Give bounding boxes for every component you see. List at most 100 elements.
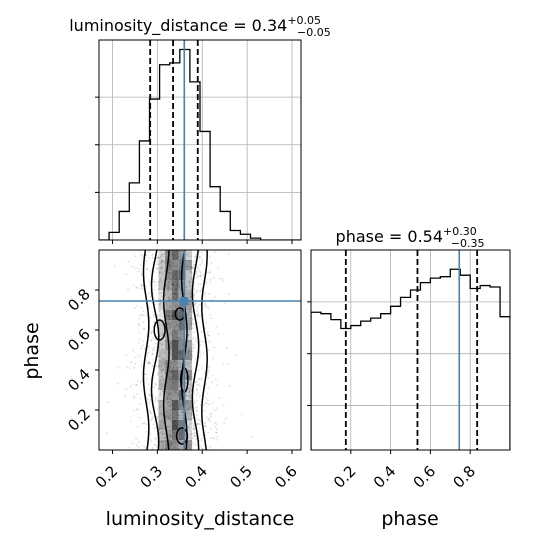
density-point xyxy=(159,303,162,306)
density-point xyxy=(156,408,159,411)
density-point xyxy=(197,274,200,277)
density-xtick-label: 0.2 xyxy=(92,462,122,492)
density-cell xyxy=(171,330,179,340)
density-point xyxy=(147,362,149,364)
density-point xyxy=(155,437,158,440)
density-point xyxy=(175,305,178,307)
density-point xyxy=(154,397,157,400)
density-point xyxy=(168,434,171,436)
density-point xyxy=(199,275,202,277)
density-point xyxy=(168,271,170,274)
density-cell xyxy=(158,340,166,350)
density-point xyxy=(148,438,151,440)
density-point xyxy=(169,435,172,438)
density-point xyxy=(187,266,189,269)
density-cell xyxy=(171,410,179,420)
density-point xyxy=(172,265,174,268)
density-yticks: 0.2 0.4 0.6 0.8 xyxy=(64,285,99,435)
density-point xyxy=(196,406,199,409)
density-point xyxy=(169,351,172,354)
density-point xyxy=(141,314,143,317)
density-point xyxy=(140,347,143,350)
density-point xyxy=(215,431,218,434)
density-xtick-label: 0.6 xyxy=(271,462,301,492)
density-point xyxy=(189,292,191,295)
density-point xyxy=(209,281,212,284)
density-point xyxy=(127,288,129,290)
density-point xyxy=(161,343,164,345)
density-cell xyxy=(158,290,166,300)
density-point xyxy=(161,431,164,433)
density-point xyxy=(127,260,130,263)
density-point xyxy=(162,358,165,360)
density-point xyxy=(188,255,190,258)
density-cell xyxy=(165,310,172,320)
density-cell xyxy=(158,300,166,310)
density-cell xyxy=(171,320,179,330)
density-point xyxy=(166,426,169,428)
density-point xyxy=(200,378,203,381)
density-point xyxy=(159,413,162,415)
density-point xyxy=(165,440,167,442)
density-point xyxy=(169,414,171,417)
density-point xyxy=(159,267,162,270)
density-point xyxy=(137,440,140,443)
density-point xyxy=(153,280,156,283)
density-point xyxy=(178,337,181,340)
density-cell xyxy=(165,430,172,440)
density-point xyxy=(170,392,172,395)
density-point xyxy=(130,361,133,364)
density-point xyxy=(202,307,205,310)
density-point xyxy=(178,402,181,404)
density-point xyxy=(208,341,211,344)
density-point xyxy=(203,341,206,343)
density-point xyxy=(159,393,162,395)
density-point xyxy=(184,382,187,385)
density-cell xyxy=(158,360,166,370)
density-point xyxy=(187,334,190,336)
density-point xyxy=(192,267,195,270)
density-point xyxy=(174,389,177,392)
density-ytick-label: 0.2 xyxy=(64,405,94,435)
density-point xyxy=(155,342,157,345)
density-point xyxy=(154,438,157,440)
density-point xyxy=(207,306,209,309)
density-point xyxy=(188,369,191,372)
density-point xyxy=(193,434,196,437)
density-point xyxy=(157,298,160,301)
density-point xyxy=(167,282,170,285)
density-point xyxy=(210,416,213,419)
density-point xyxy=(191,266,194,268)
density-point xyxy=(198,423,200,425)
density-point xyxy=(190,396,192,399)
density-point xyxy=(170,307,173,309)
hist2-step xyxy=(311,268,510,450)
density-point xyxy=(223,302,226,304)
density-point xyxy=(153,321,155,323)
density-point xyxy=(178,298,181,301)
density-point xyxy=(140,306,143,309)
density-cell xyxy=(178,430,186,440)
density-point xyxy=(160,400,163,402)
density-point xyxy=(185,400,188,403)
density-point xyxy=(134,255,137,257)
density-point xyxy=(145,254,147,257)
density-contour-blob xyxy=(153,319,166,341)
density-point xyxy=(178,414,181,417)
density-point xyxy=(180,330,183,333)
density-point xyxy=(170,420,173,423)
density-contour xyxy=(191,250,200,450)
density-point xyxy=(187,408,190,410)
density-point xyxy=(144,347,147,350)
hist2-xtick-label: 0.6 xyxy=(410,462,440,492)
density-cell xyxy=(185,410,193,420)
density-point xyxy=(188,353,191,356)
density-point xyxy=(187,395,190,398)
density-point xyxy=(178,366,181,368)
density-point xyxy=(161,259,163,262)
density-point xyxy=(165,414,167,416)
density-point xyxy=(168,322,170,325)
density-point xyxy=(205,337,208,340)
density-cell xyxy=(171,350,179,360)
density-point xyxy=(169,331,171,334)
